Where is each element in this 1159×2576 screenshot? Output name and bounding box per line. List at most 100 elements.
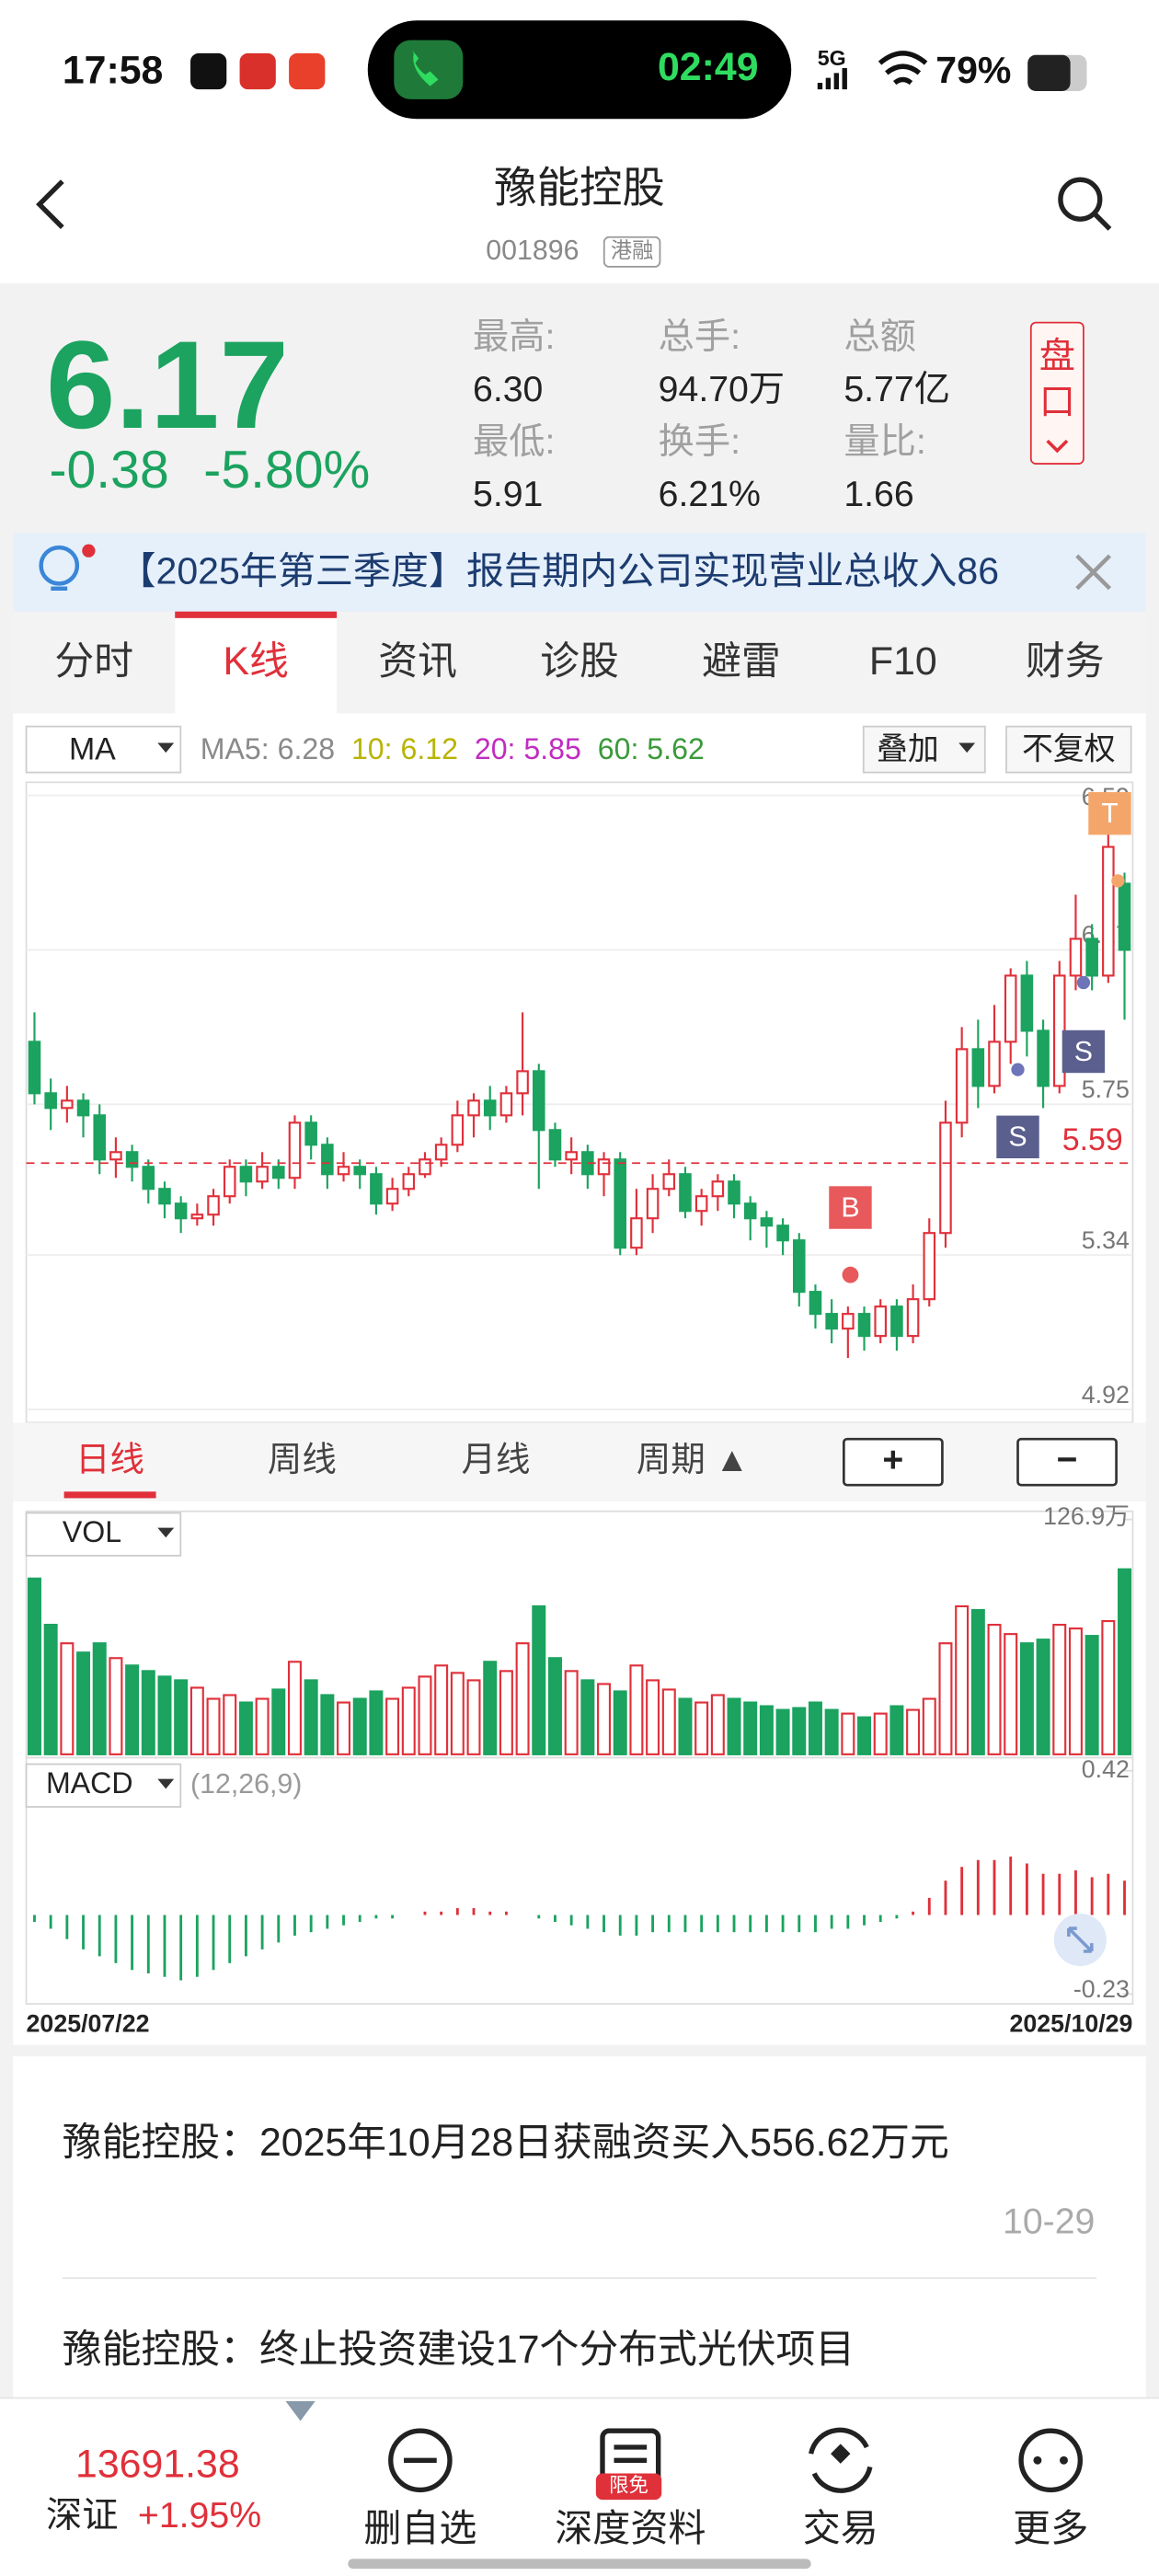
sell-signal-label: S	[1074, 1037, 1093, 1067]
tab[interactable]: 分时	[54, 639, 133, 684]
signal-icon	[817, 67, 847, 90]
period-tab[interactable]: 月线	[462, 1440, 531, 1478]
volume-bar	[629, 1664, 644, 1755]
adjust-button[interactable]	[1005, 725, 1132, 774]
top-signal-label: T	[1101, 799, 1119, 829]
volume-bar	[385, 1697, 400, 1755]
candle-body	[370, 1173, 383, 1205]
search-button[interactable]	[1058, 177, 1103, 222]
bottom-button[interactable]: 删自选	[363, 2507, 476, 2549]
news-title[interactable]: 豫能控股：终止投资建设17个分布式光伏项目	[63, 2328, 855, 2372]
volume-bar	[678, 1697, 693, 1755]
volume-bar	[775, 1708, 790, 1755]
candle-body	[533, 1070, 545, 1132]
vol-selector[interactable]	[25, 1512, 182, 1557]
candle-body	[906, 1298, 920, 1338]
volume-bar	[532, 1604, 546, 1755]
tab[interactable]: 诊股	[540, 639, 619, 684]
bottom-button[interactable]: 深度资料	[555, 2507, 706, 2549]
wifi-icon	[878, 51, 928, 86]
candle-body	[662, 1173, 676, 1190]
candle-body	[776, 1225, 789, 1242]
y-tick-label: 0.42	[1082, 1755, 1130, 1783]
network-type: 5G	[818, 46, 846, 70]
candle-body	[483, 1099, 497, 1117]
stat-value: 6.21%	[659, 474, 761, 514]
volume-bar	[43, 1624, 58, 1755]
price-change-pct: -5.80%	[203, 441, 370, 500]
volume-bar	[434, 1664, 449, 1755]
stat-label: 换手:	[659, 421, 740, 462]
index-change: +1.95%	[138, 2495, 261, 2536]
candle-body	[1020, 974, 1034, 1032]
unread-dot	[82, 544, 96, 558]
candle-body	[239, 1166, 253, 1183]
volume-bar	[1118, 1568, 1132, 1755]
volume-bar	[906, 1708, 921, 1755]
tab[interactable]: K线	[223, 639, 288, 684]
bottom-buttons: 删自选 深度资料 交易 更多	[363, 2507, 1088, 2549]
call-time: 02:49	[658, 45, 759, 89]
candle-body	[1085, 937, 1098, 977]
period-tab[interactable]: 周期 ▲	[637, 1440, 749, 1478]
volume-bar	[955, 1604, 970, 1755]
volume-bar	[450, 1672, 465, 1755]
zoom-label: +	[882, 1440, 903, 1480]
candle-body	[93, 1114, 107, 1161]
candle-body	[337, 1166, 350, 1176]
volume-bar	[938, 1642, 953, 1755]
volume-bar	[418, 1675, 432, 1755]
zoom-label: −	[1057, 1440, 1078, 1480]
tab-active-bar	[175, 611, 338, 618]
adjust-label: 不复权	[1022, 731, 1116, 766]
volume-bar	[580, 1679, 595, 1755]
candle-body	[809, 1291, 822, 1316]
macd-selector[interactable]	[25, 1763, 182, 1808]
tab[interactable]: 避雷	[702, 639, 781, 684]
zoom-button[interactable]	[842, 1437, 944, 1487]
period-tab[interactable]: 日线	[75, 1440, 144, 1478]
candle-body	[28, 1041, 41, 1095]
app-icon	[190, 52, 227, 90]
tab[interactable]: 财务	[1026, 639, 1105, 684]
candle-body	[842, 1313, 855, 1330]
volume-bar	[743, 1701, 758, 1755]
news-title[interactable]: 豫能控股：2025年10月28日获融资买入556.62万元	[63, 2121, 949, 2165]
zoom-button[interactable]	[1016, 1437, 1118, 1487]
pankou-arrow	[1046, 439, 1069, 454]
candle-body	[499, 1092, 513, 1117]
candle-body	[467, 1099, 480, 1117]
bottom-button[interactable]: 更多	[1013, 2507, 1088, 2549]
bottom-button[interactable]: 交易	[803, 2507, 878, 2549]
ticker[interactable]	[13, 533, 1146, 612]
volume-bar	[613, 1690, 627, 1755]
tab[interactable]: 资讯	[378, 639, 457, 684]
index-arrow	[285, 2401, 316, 2421]
period-tab[interactable]: 周线	[268, 1440, 337, 1478]
index-value: 13691.38	[75, 2443, 240, 2487]
trade-icon-core	[831, 2444, 851, 2464]
ticker-close[interactable]	[1075, 554, 1112, 591]
volume-bar	[970, 1608, 985, 1755]
volume-bar	[1052, 1624, 1067, 1755]
volume-bar	[1068, 1627, 1083, 1755]
candle-body	[223, 1166, 236, 1198]
volume-bar	[337, 1701, 351, 1755]
y-tick-label: -0.23	[1073, 1975, 1130, 2003]
volume-bar	[92, 1642, 107, 1755]
pankou-button[interactable]	[1029, 321, 1084, 465]
back-button[interactable]	[36, 179, 64, 229]
tab[interactable]: F10	[869, 639, 937, 684]
volume-bar	[1004, 1633, 1018, 1755]
ma-selector[interactable]	[25, 725, 182, 774]
volume-bar	[873, 1712, 888, 1755]
news-card	[13, 2056, 1146, 2402]
ma-value: 60: 5.62	[598, 732, 705, 765]
expand-icon	[1067, 1926, 1094, 1953]
index-name: 深证	[46, 2495, 119, 2536]
dropdown-arrow	[157, 1778, 175, 1789]
more-dot	[1033, 2455, 1042, 2465]
app-icon	[289, 52, 326, 90]
